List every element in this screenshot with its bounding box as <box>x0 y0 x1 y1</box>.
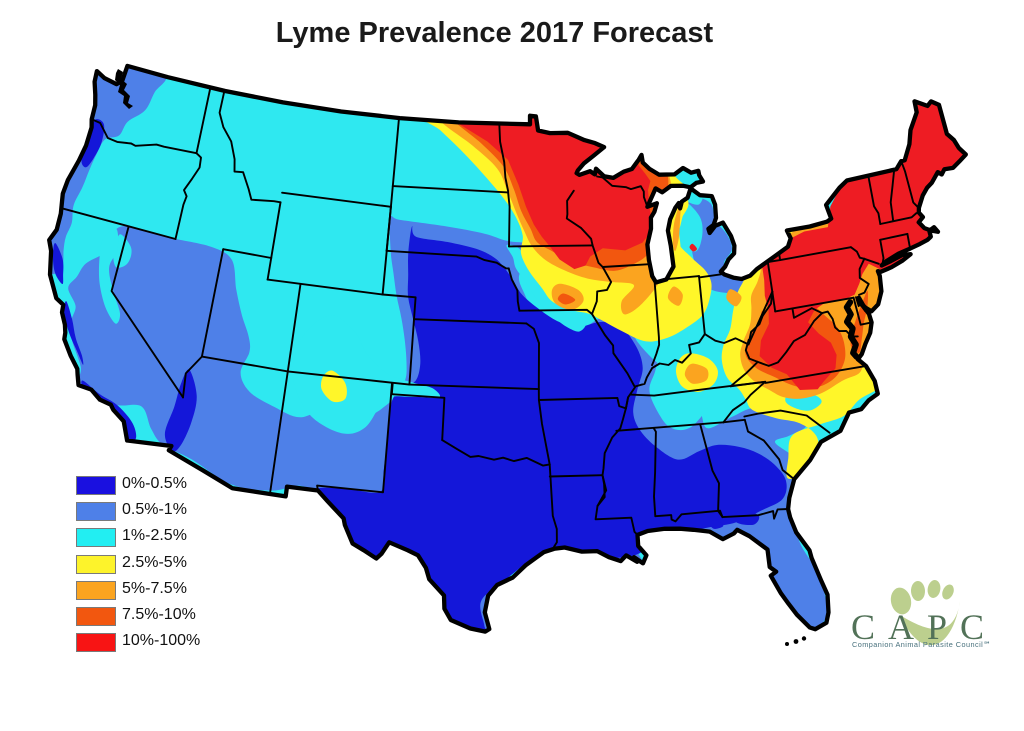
svg-text:CAPC: CAPC <box>851 607 997 647</box>
svg-text:Companion Animal Parasite Coun: Companion Animal Parasite Council℠ <box>852 640 991 649</box>
